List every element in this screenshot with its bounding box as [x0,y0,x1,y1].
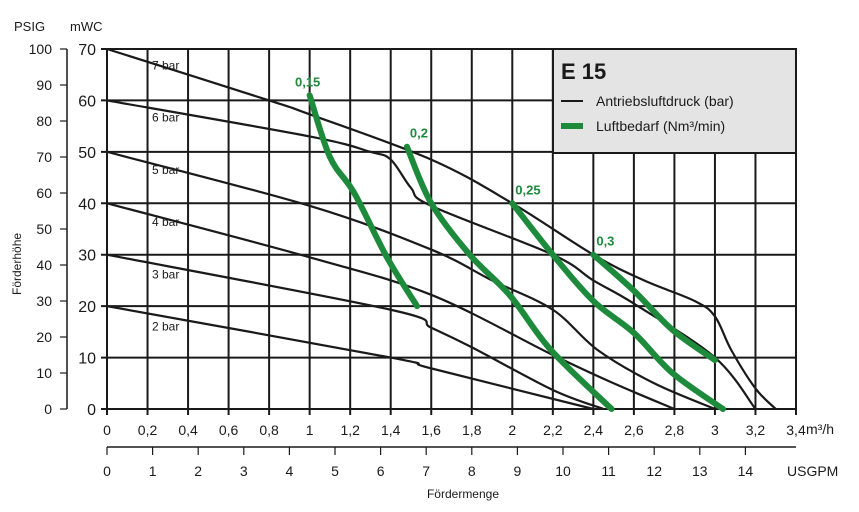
x-tick-label: 1 [306,422,314,438]
psig-tick-label: 10 [36,365,52,381]
usgpm-tick-label: 3 [240,463,248,479]
pressure-curve-label: 2 bar [152,320,179,334]
psig-unit-label: PSIG [14,19,45,34]
x-tick-label: 2,6 [624,422,644,438]
usgpm-tick-label: 2 [194,463,202,479]
air-curve-0-25 [509,200,727,412]
usgpm-tick-label: 14 [738,463,754,479]
axes: 0 0,2 0,4 0,6 0,8 1 1,2 1,4 1,6 1,8 2 2,2 2,4 2,6 2,8 3… [29,41,806,479]
y-axis-title: Förderhöhe [10,233,24,295]
usgpm-tick-label: 11 [601,463,616,479]
usgpm-tick-label: 10 [555,463,571,479]
x-tick-label: 0,8 [259,422,279,438]
usgpm-tick-label: 4 [286,463,294,479]
x-unit-label: m³/h [806,421,834,437]
x-tick-label: 0,2 [138,422,158,438]
x-tick-label: 0 [103,422,111,438]
psig-tick-label: 20 [36,329,52,345]
pressure-curve-label: 4 bar [152,215,179,229]
psig-tick-label: 100 [29,41,53,57]
usgpm-tick-label: 7 [422,463,430,479]
psig-tick-label: 50 [36,221,52,237]
air-curve-label: 0,15 [295,74,320,89]
pressure-curve-label: 6 bar [152,111,179,125]
x-tick-label: 1,8 [462,422,482,438]
x-tick-label: 0,6 [219,422,239,438]
mwc-tick-label: 50 [78,145,96,162]
air-curve-label: 0,2 [410,126,428,141]
x-tick-label: 3 [711,422,719,438]
air-curve-label: 0,25 [515,182,540,197]
mwc-tick-label: 30 [78,248,96,265]
mwc-tick-label: 40 [78,196,96,213]
x-axis-title: Fördermenge [427,487,499,501]
pressure-curve-2-bar [106,305,594,411]
legend-title: E 15 [561,59,606,84]
pressure-curve-7-bar [106,47,777,410]
mwc-unit-label: mWC [70,19,103,34]
x-tick-label: 1,2 [340,422,360,438]
mwc-tick-label: 0 [87,402,96,419]
pressure-curve-3-bar [106,253,604,411]
air-consumption-curves: 0,15 0,2 0,25 0,3 [295,74,727,412]
usgpm-unit-label: USGPM [787,463,838,479]
pressure-curve-label: 5 bar [152,163,179,177]
air-curve-label: 0,3 [596,234,614,249]
x-tick-label: 2,2 [543,422,563,438]
mwc-tick-label: 70 [78,42,96,59]
air-curve-0-15 [306,92,421,310]
usgpm-tick-label: 6 [377,463,385,479]
pressure-curve-label: 3 bar [152,267,179,281]
usgpm-tick-label: 1 [149,463,157,479]
mwc-tick-label: 10 [78,351,96,368]
x-tick-label: 3,4 [786,422,806,438]
psig-tick-label: 70 [36,149,52,165]
x-tick-label: 2 [508,422,516,438]
legend-box [552,48,797,154]
usgpm-tick-label: 9 [514,463,522,479]
usgpm-tick-label: 0 [103,463,111,479]
legend-pressure-label: Antriebsluftdruck (bar) [596,93,734,109]
usgpm-tick-label: 8 [468,463,476,479]
pressure-curve-4-bar [106,202,675,411]
psig-tick-label: 0 [44,401,52,417]
x-tick-label: 2,8 [665,422,685,438]
x-tick-label: 1,4 [381,422,401,438]
air-curve-0-2 [403,143,615,412]
usgpm-tick-label: 5 [331,463,339,479]
psig-tick-label: 80 [36,113,52,129]
x-tick-label: 2,4 [584,422,604,438]
legend-air-label: Luftbedarf (Nm³/min) [596,118,725,134]
x-tick-label: 3,2 [746,422,766,438]
mwc-tick-label: 20 [78,299,96,316]
x-tick-label: 1,6 [422,422,442,438]
psig-tick-label: 90 [36,77,52,93]
x-tick-label: 0,4 [178,422,198,438]
psig-tick-label: 40 [36,257,52,273]
pressure-curve-label: 7 bar [152,58,179,72]
air-curve-0-3 [590,251,718,364]
legend: E 15 Antriebsluftdruck (bar) Luftbedarf … [552,48,797,154]
psig-tick-label: 30 [36,293,52,309]
mwc-tick-label: 60 [78,93,96,110]
psig-tick-label: 60 [36,185,52,201]
usgpm-tick-label: 12 [646,463,662,479]
usgpm-tick-label: 13 [692,463,708,479]
